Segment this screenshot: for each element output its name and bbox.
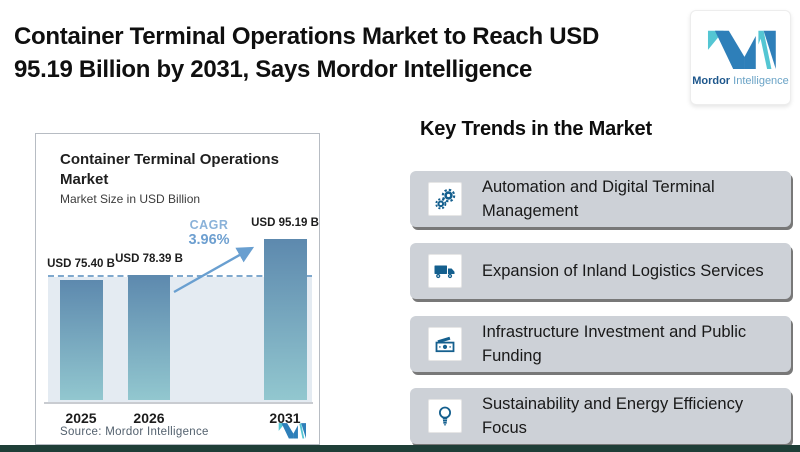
- x-tick-2025: 2025: [65, 410, 97, 426]
- icon-box: [428, 182, 462, 216]
- chart-subtitle: Market Size in USD Billion: [60, 192, 201, 206]
- trend-line: Funding: [482, 347, 542, 365]
- cagr-annotation: CAGR 3.96%: [176, 218, 242, 248]
- trend-line: Focus: [482, 419, 527, 437]
- x-tick-2026: 2026: [133, 410, 165, 426]
- mini-logo-mark-icon: [278, 423, 306, 439]
- trend-line: Automation and Digital Terminal: [482, 178, 715, 196]
- gears-icon: [435, 188, 456, 210]
- trend-line: Management: [482, 202, 579, 220]
- chart-reference-dashed-line: [48, 275, 312, 277]
- logo-wordmark: Mordor Intelligence: [692, 75, 789, 87]
- trend-card-infrastructure-investment: Infrastructure Investment and Public Fun…: [410, 316, 791, 372]
- logo-word-mordor: Mordor: [692, 74, 731, 87]
- cagr-value: 3.96%: [188, 232, 230, 248]
- icon-box: [428, 327, 462, 361]
- trend-line: Expansion of Inland Logistics Services: [482, 262, 764, 280]
- page-title: Container Terminal Operations Market to …: [14, 20, 664, 86]
- logo-word-intelligence: Intelligence: [733, 74, 789, 87]
- trend-card-text: Automation and Digital Terminal Manageme…: [482, 175, 715, 223]
- trend-card-text: Expansion of Inland Logistics Services: [482, 259, 764, 283]
- footer-accent-strip: [0, 445, 800, 452]
- truck-icon: [434, 265, 455, 279]
- market-size-chart-card: Container Terminal Operations Market Mar…: [35, 133, 320, 445]
- lightbulb-icon: [439, 406, 451, 426]
- trend-card-inland-logistics: Expansion of Inland Logistics Services: [410, 243, 791, 299]
- trend-card-automation: Automation and Digital Terminal Manageme…: [410, 171, 791, 227]
- x-tick-2031: 2031: [269, 410, 301, 426]
- bar-value-label-2026: USD 78.39 B: [115, 253, 183, 265]
- trend-card-sustainability: Sustainability and Energy Efficiency Foc…: [410, 388, 791, 444]
- bar-2025: [60, 280, 103, 400]
- mordor-logo-mark-icon: [707, 30, 776, 69]
- trend-line: Infrastructure Investment and Public: [482, 323, 747, 341]
- trend-card-text: Sustainability and Energy Efficiency Foc…: [482, 392, 743, 440]
- icon-box: [428, 399, 462, 433]
- bar-2026: [128, 275, 170, 400]
- bar-2031: [264, 239, 307, 400]
- trend-card-text: Infrastructure Investment and Public Fun…: [482, 320, 746, 368]
- cagr-arrow-icon: [173, 246, 255, 294]
- trend-line: Sustainability and Energy Efficiency: [482, 395, 744, 413]
- chart-source: Source: Mordor Intelligence: [60, 426, 209, 438]
- chart-title: Container Terminal Operations Market: [60, 151, 279, 188]
- x-axis-line: [44, 402, 313, 404]
- banknotes-icon: [435, 336, 455, 353]
- bar-value-label-2031: USD 95.19 B: [251, 217, 319, 229]
- icon-box: [428, 254, 462, 288]
- page-title-line-1: Container Terminal Operations Market to …: [14, 23, 599, 50]
- mordor-intelligence-logo: Mordor Intelligence: [690, 10, 791, 105]
- cagr-label: CAGR: [189, 218, 229, 232]
- key-trends-heading: Key Trends in the Market: [420, 118, 652, 140]
- page-title-line-2: 95.19 Billion by 2031, Says Mordor Intel…: [14, 56, 533, 83]
- bar-value-label-2025: USD 75.40 B: [47, 258, 115, 270]
